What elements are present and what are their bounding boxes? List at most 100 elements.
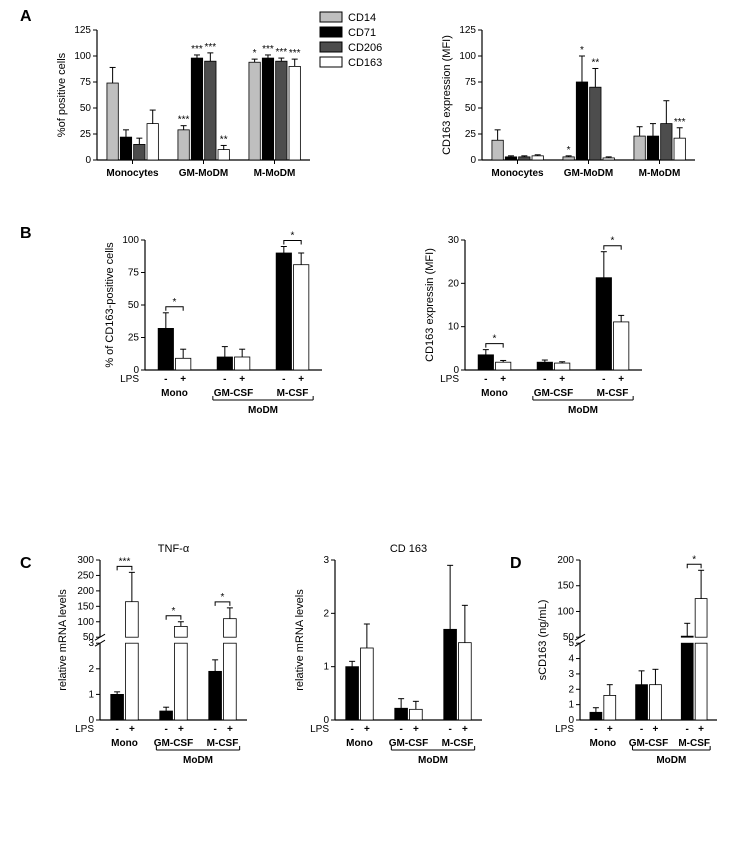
svg-text:-: - [640,724,643,735]
svg-text:125: 125 [459,25,476,36]
svg-text:-: - [350,724,353,735]
svg-text:LPS: LPS [75,724,94,735]
svg-text:GM-MoDM: GM-MoDM [179,168,228,179]
svg-text:Mono: Mono [346,738,373,749]
panel-b-left-chart: 0255075100% of CD163-positive cells-+Mon… [100,225,330,425]
svg-text:CD163 expressin (MFI): CD163 expressin (MFI) [424,248,436,362]
svg-text:-: - [399,724,402,735]
svg-text:100: 100 [122,235,139,246]
svg-text:M-MoDM: M-MoDM [254,168,296,179]
svg-text:GM-CSF: GM-CSF [629,738,668,749]
svg-text:50: 50 [563,632,575,643]
svg-text:150: 150 [77,601,94,612]
svg-text:*: * [172,606,176,617]
svg-text:150: 150 [557,581,574,592]
svg-text:-: - [602,374,605,385]
panel-a-legend: CD14 CD71 CD206 CD163 [320,12,430,82]
panel-c-label: C [20,555,32,573]
svg-text:3: 3 [323,555,329,566]
svg-text:MoDM: MoDM [183,755,213,766]
svg-text:M-CSF: M-CSF [277,388,309,399]
svg-text:Monocytes: Monocytes [491,168,544,179]
svg-text:-: - [164,724,167,735]
svg-text:CD71: CD71 [348,27,376,39]
svg-text:2: 2 [88,664,94,675]
svg-text:100: 100 [74,51,91,62]
svg-text:CD163 expression (MFI): CD163 expression (MFI) [441,35,453,155]
svg-text:MoDM: MoDM [656,755,686,766]
svg-text:MoDM: MoDM [248,405,278,416]
svg-text:Mono: Mono [161,388,188,399]
svg-text:+: + [239,374,245,385]
svg-text:50: 50 [465,103,477,114]
svg-text:+: + [607,724,613,735]
svg-text:*: * [221,592,225,603]
svg-text:3: 3 [568,669,574,680]
svg-text:+: + [129,724,135,735]
svg-text:relative mRNA levels: relative mRNA levels [57,589,69,691]
svg-text:25: 25 [80,129,92,140]
svg-text:+: + [180,374,186,385]
svg-text:Mono: Mono [481,388,508,399]
svg-text:75: 75 [80,77,92,88]
svg-text:300: 300 [77,555,94,566]
svg-text:+: + [500,374,506,385]
svg-text:***: *** [289,48,301,59]
svg-text:CD14: CD14 [348,12,376,24]
svg-text:GM-MoDM: GM-MoDM [564,168,613,179]
svg-text:10: 10 [448,322,460,333]
svg-text:LPS: LPS [555,724,574,735]
svg-text:*: * [580,45,584,56]
panel-d-label: D [510,555,522,573]
svg-text:*: * [253,48,257,59]
svg-text:***: *** [178,115,190,126]
svg-text:*: * [692,554,696,565]
svg-text:sCD163 (ng/mL): sCD163 (ng/mL) [537,600,549,681]
svg-text:TNF-α: TNF-α [158,543,190,555]
panel-b-label: B [20,225,32,243]
svg-text:relative mRNA levels: relative mRNA levels [294,589,306,691]
svg-text:-: - [686,724,689,735]
svg-text:250: 250 [77,570,94,581]
svg-text:50: 50 [128,300,140,311]
svg-text:75: 75 [128,268,140,279]
svg-text:0: 0 [470,155,476,166]
svg-text:50: 50 [80,103,92,114]
svg-text:+: + [298,374,304,385]
svg-text:2: 2 [323,608,329,619]
svg-text:+: + [698,724,704,735]
svg-text:%of positive cells: %of positive cells [56,52,68,137]
svg-text:200: 200 [557,555,574,566]
svg-text:-: - [282,374,285,385]
svg-text:***: *** [204,42,216,53]
svg-text:-: - [115,724,118,735]
svg-text:-: - [448,724,451,735]
svg-text:100: 100 [557,606,574,617]
panel-a-left-chart: 0255075100125%of positive cellsMonocytes… [55,15,315,190]
panel-d-chart: 01234550100150200sCD163 (ng/mL)-+Mono-+G… [535,540,725,775]
panel-a-right-chart: 0255075100125CD163 expression (MFI)Monoc… [440,15,700,190]
svg-text:CD163: CD163 [348,57,382,69]
svg-text:CD206: CD206 [348,42,382,54]
svg-text:M-CSF: M-CSF [207,738,239,749]
svg-text:100: 100 [459,51,476,62]
svg-text:+: + [413,724,419,735]
svg-text:50: 50 [83,632,95,643]
svg-text:20: 20 [448,278,460,289]
svg-text:GM-CSF: GM-CSF [389,738,428,749]
svg-text:+: + [178,724,184,735]
svg-text:1: 1 [323,662,329,673]
svg-text:+: + [462,724,468,735]
svg-text:**: ** [220,134,228,145]
svg-text:-: - [223,374,226,385]
svg-text:-: - [484,374,487,385]
svg-text:***: *** [119,556,131,567]
svg-text:LPS: LPS [120,374,139,385]
svg-text:*: * [493,334,497,345]
svg-text:1: 1 [568,700,574,711]
svg-text:M-MoDM: M-MoDM [639,168,681,179]
svg-text:*: * [173,297,177,308]
svg-text:LPS: LPS [440,374,459,385]
svg-text:200: 200 [77,586,94,597]
svg-text:**: ** [591,57,599,68]
